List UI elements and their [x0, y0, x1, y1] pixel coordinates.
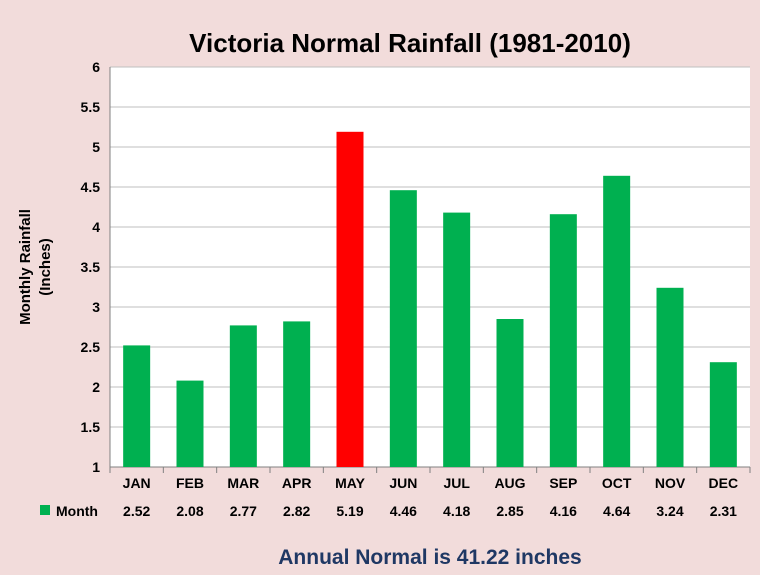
y-tick-label: 5.5	[81, 99, 101, 115]
data-table-value: 5.19	[336, 503, 363, 519]
bar-jul	[443, 212, 471, 467]
x-category-label: MAY	[335, 475, 365, 491]
y-tick-label: 3.5	[81, 259, 101, 275]
data-table-value: 2.08	[176, 503, 203, 519]
data-table-value: 2.77	[230, 503, 257, 519]
x-category-label: JAN	[123, 475, 151, 491]
bar-jun	[389, 190, 417, 467]
data-table-value: 4.16	[550, 503, 577, 519]
y-tick-label: 1.5	[81, 419, 101, 435]
bar-mar	[229, 325, 257, 467]
y-tick-label: 3	[92, 299, 100, 315]
bar-dec	[709, 362, 737, 467]
y-axis-title-line-1: Monthly Rainfall	[17, 209, 34, 325]
x-category-label: NOV	[655, 475, 686, 491]
legend-key-label: Month	[56, 503, 98, 519]
y-tick-label: 5	[92, 139, 100, 155]
bar-nov	[656, 287, 684, 467]
x-category-label: AUG	[494, 475, 525, 491]
y-tick-label: 6	[92, 59, 100, 75]
data-table-value: 4.46	[390, 503, 417, 519]
bar-feb	[176, 380, 204, 467]
x-category-label: JUN	[389, 475, 417, 491]
data-table-value: 2.52	[123, 503, 150, 519]
data-table-value: 2.31	[710, 503, 737, 519]
x-category-label: DEC	[709, 475, 739, 491]
x-category-label: APR	[282, 475, 312, 491]
y-tick-label: 1	[92, 459, 100, 475]
x-category-label: MAR	[227, 475, 259, 491]
bar-aug	[496, 319, 524, 467]
bars	[123, 131, 737, 468]
y-tick-label: 4.5	[81, 179, 101, 195]
data-table-value: 2.82	[283, 503, 310, 519]
data-table-value: 2.85	[496, 503, 523, 519]
data-table-value: 4.18	[443, 503, 470, 519]
x-category-label: JUL	[443, 475, 470, 491]
bar-sep	[549, 214, 577, 467]
y-axis-title-line-2: (Inches)	[37, 238, 54, 296]
x-category-label: OCT	[602, 475, 632, 491]
legend-key-swatch	[40, 505, 50, 515]
data-table: Month JAN 2.52 FEB 2.08 MAR 2.77 APR 2.82 MAY 5.1…	[40, 475, 738, 519]
y-tick-label: 2	[92, 379, 100, 395]
bar-jan	[123, 345, 151, 467]
bar-apr	[283, 321, 311, 467]
bar-oct	[603, 175, 631, 468]
y-axis-title: Monthly Rainfall (Inches)	[17, 209, 54, 325]
bar-may	[336, 131, 364, 468]
data-table-value: 3.24	[656, 503, 683, 519]
annual-normal-note: Annual Normal is 41.22 inches	[278, 546, 581, 569]
x-category-label: SEP	[549, 475, 577, 491]
y-tick-label: 2.5	[81, 339, 101, 355]
x-category-label: FEB	[176, 475, 204, 491]
gridlines: 1 1.5 2 2.5 3 3.5 4 4.5 5 5.5 6	[81, 59, 751, 475]
y-tick-label: 4	[92, 219, 100, 235]
data-table-value: 4.64	[603, 503, 630, 519]
chart-title: Victoria Normal Rainfall (1981-2010)	[189, 28, 631, 58]
